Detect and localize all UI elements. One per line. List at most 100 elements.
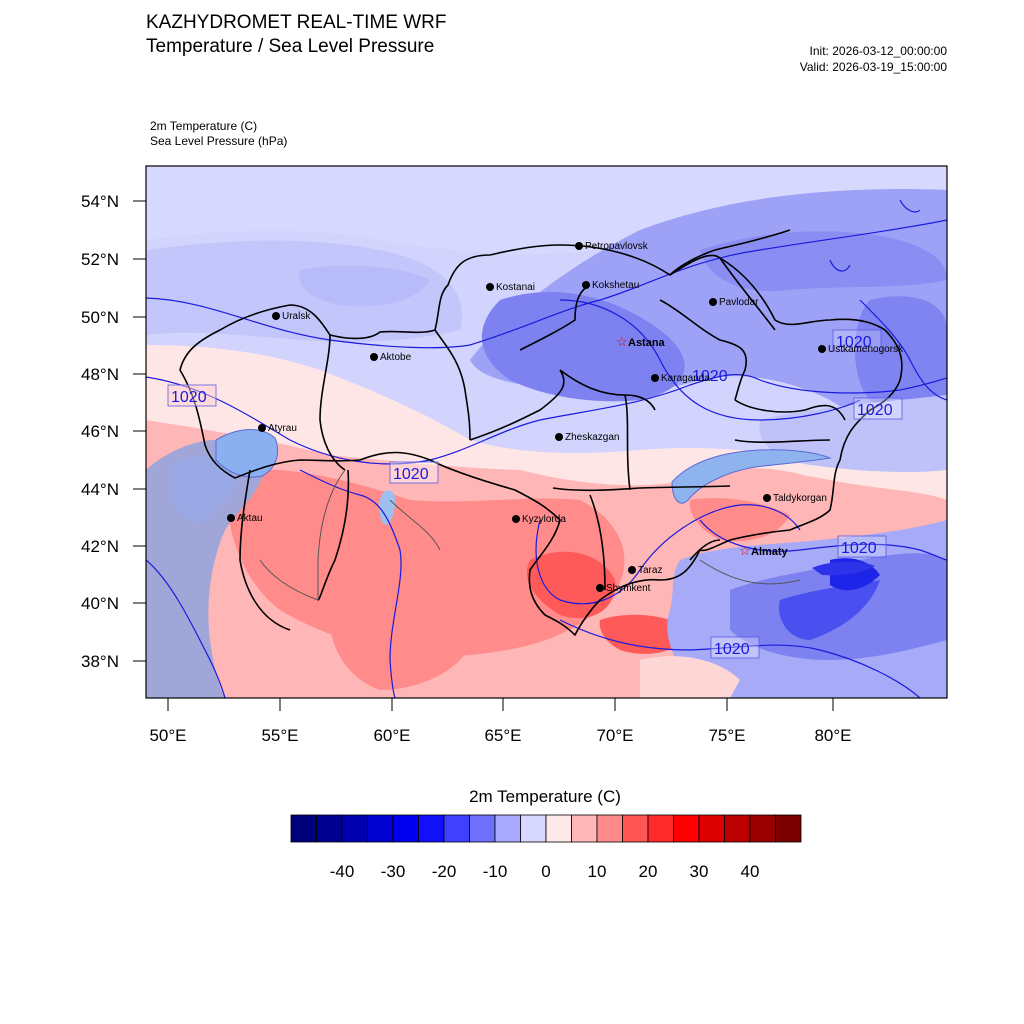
capital-star-icon: ☆	[739, 543, 751, 558]
colorbar-swatch	[673, 814, 700, 843]
isobar-label: 1020	[836, 334, 872, 351]
map-title: KAZHYDROMET REAL-TIME WRF	[146, 12, 447, 33]
city-petropavlovsk: Petropavlovsk	[575, 241, 649, 252]
colorbar-swatch	[418, 814, 445, 843]
svg-text:Kostanai: Kostanai	[496, 282, 535, 293]
city-karaganda: Karaganda	[651, 373, 710, 384]
colorbar-swatch	[469, 814, 496, 843]
colorbar-tick-label: -20	[432, 862, 457, 881]
colorbar-swatch	[647, 814, 674, 843]
admin-borders	[179, 229, 903, 636]
lat-label: 40°N	[81, 594, 119, 613]
isobar-labels: 1020 1020 1020 1020 1020 1020 1020	[167, 329, 903, 659]
map-frame	[145, 165, 948, 699]
city-pavlodar: Pavlodar	[709, 297, 759, 308]
colorbar-swatch	[341, 814, 368, 843]
colorbar-title: 2m Temperature (C)	[469, 787, 621, 806]
city-taraz: Taraz	[628, 565, 662, 576]
colorbar-swatch	[316, 814, 343, 843]
capital-star-icon: ☆	[616, 334, 628, 349]
isobar-label: 1020	[857, 402, 893, 419]
colorbar-swatch	[724, 814, 751, 843]
lon-label: 65°E	[484, 726, 521, 745]
colorbar-tick-label: -40	[330, 862, 355, 881]
svg-text:Ustkamenogorsk: Ustkamenogorsk	[828, 344, 904, 355]
city-zheskazgan: Zheskazgan	[555, 432, 619, 443]
city-kyzylorda: Kyzylorda	[512, 514, 566, 525]
init-time: Init: 2026-03-12_00:00:00	[809, 44, 947, 58]
svg-text:Pavlodar: Pavlodar	[719, 297, 759, 308]
isobar-label: 1020	[171, 389, 207, 406]
lat-label: 48°N	[81, 365, 119, 384]
svg-text:Uralsk: Uralsk	[282, 311, 311, 322]
city-shymkent: Shymkent	[596, 583, 651, 594]
city-markers: Petropavlovsk Kostanai Kokshetau Pavloda…	[227, 241, 904, 594]
colorbar-tick-label: 10	[588, 862, 607, 881]
city-kokshetau: Kokshetau	[582, 280, 639, 291]
svg-text:Atyrau: Atyrau	[268, 423, 297, 434]
axis-ticks	[133, 200, 834, 711]
svg-text:Kyzylorda: Kyzylorda	[522, 514, 566, 525]
colorbar-swatch	[775, 814, 802, 843]
lon-label: 60°E	[373, 726, 410, 745]
colorbar-swatch	[596, 814, 623, 843]
city-kostanai: Kostanai	[486, 282, 535, 293]
colorbar-tick-label: -10	[483, 862, 508, 881]
lon-label: 70°E	[596, 726, 633, 745]
colorbar-swatch	[545, 814, 572, 843]
lat-label: 54°N	[81, 192, 119, 211]
svg-text:Kokshetau: Kokshetau	[592, 280, 639, 291]
lat-label: 52°N	[81, 250, 119, 269]
svg-text:Taraz: Taraz	[638, 565, 662, 576]
colorbar-tick-label: 20	[639, 862, 658, 881]
svg-text:Zheskazgan: Zheskazgan	[565, 432, 619, 443]
city-taldykorgan: Taldykorgan	[763, 493, 827, 504]
neighbour-borders	[259, 469, 801, 601]
colorbar-swatch	[392, 814, 419, 843]
svg-text:Karaganda: Karaganda	[661, 373, 710, 384]
colorbar-swatch	[698, 814, 725, 843]
lon-label: 55°E	[261, 726, 298, 745]
field-label-pressure: Sea Level Pressure (hPa)	[150, 134, 288, 148]
svg-text:Aktobe: Aktobe	[380, 352, 412, 363]
svg-text:Shymkent: Shymkent	[606, 583, 651, 594]
lat-label: 46°N	[81, 422, 119, 441]
colorbar-swatch	[443, 814, 470, 843]
svg-text:Aktau: Aktau	[237, 513, 263, 524]
svg-text:Petropavlovsk: Petropavlovsk	[585, 241, 649, 252]
valid-time: Valid: 2026-03-19_15:00:00	[799, 60, 947, 74]
colorbar-tick-label: 0	[541, 862, 550, 881]
lon-label: 80°E	[814, 726, 851, 745]
isobar-label: 1020	[692, 368, 728, 385]
colorbar-tick-label: 30	[690, 862, 709, 881]
lat-label: 42°N	[81, 537, 119, 556]
lon-label: 75°E	[708, 726, 745, 745]
colorbar	[290, 814, 802, 843]
city-aktobe: Aktobe	[370, 352, 412, 363]
map-panel	[146, 166, 947, 698]
lat-labels: 54°N 52°N 50°N 48°N 46°N 44°N 42°N 40°N …	[81, 192, 119, 671]
lat-label: 44°N	[81, 480, 119, 499]
city-astana: ☆ Astana	[616, 334, 666, 349]
colorbar-swatch	[290, 814, 317, 843]
colorbar-swatch	[571, 814, 598, 843]
isobar-label: 1020	[714, 641, 750, 658]
svg-text:Taldykorgan: Taldykorgan	[773, 493, 827, 504]
city-ustkamenogorsk: Ustkamenogorsk	[818, 344, 904, 355]
isobar-lines	[146, 199, 947, 698]
map-subtitle: Temperature / Sea Level Pressure	[146, 36, 435, 57]
svg-text:Almaty: Almaty	[751, 546, 789, 558]
colorbar-swatch	[494, 814, 521, 843]
svg-text:Astana: Astana	[628, 337, 666, 349]
lon-label: 50°E	[149, 726, 186, 745]
city-aktau: Aktau	[227, 513, 263, 524]
lon-labels: 50°E 55°E 60°E 65°E 70°E 75°E 80°E	[149, 726, 851, 745]
colorbar-swatch	[520, 814, 547, 843]
colorbar-swatch	[749, 814, 776, 843]
lat-label: 50°N	[81, 308, 119, 327]
city-atyrau: Atyrau	[258, 423, 297, 434]
colorbar-labels: -40 -30 -20 -10 0 10 20 30 40	[330, 862, 760, 881]
city-almaty: ☆ Almaty	[739, 543, 789, 558]
field-label-temperature: 2m Temperature (C)	[150, 119, 258, 133]
